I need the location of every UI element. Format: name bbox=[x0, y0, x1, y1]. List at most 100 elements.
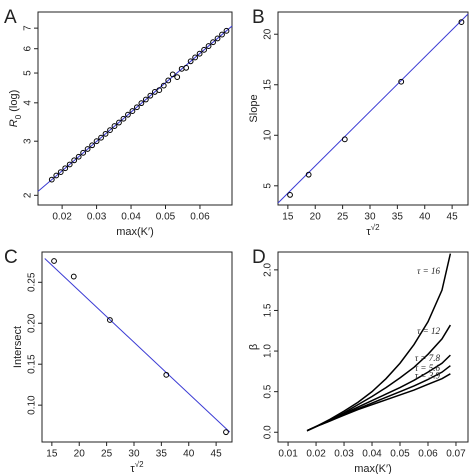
x-axis-label-part: max(K′) bbox=[354, 463, 392, 474]
data-point bbox=[120, 115, 127, 122]
y-tick-label: 6 bbox=[23, 45, 34, 51]
y-tick-label: 0.25 bbox=[27, 272, 38, 292]
data-point bbox=[51, 258, 57, 264]
y-tick-label: 15 bbox=[263, 79, 274, 91]
plot-frame bbox=[277, 11, 469, 206]
data-point bbox=[205, 43, 212, 49]
data-point bbox=[80, 149, 87, 156]
data-point bbox=[214, 35, 221, 42]
x-tick-label: 25 bbox=[101, 449, 113, 460]
x-tick-label: 0.02 bbox=[306, 449, 326, 460]
plot-frame bbox=[277, 251, 469, 443]
panel-label: A bbox=[4, 7, 17, 28]
x-tick-label: 0.06 bbox=[418, 449, 438, 460]
data-point bbox=[62, 165, 69, 172]
y-tick-label: 0.5 bbox=[263, 384, 274, 398]
x-tick-label: 0.05 bbox=[390, 449, 410, 460]
x-tick-label: 20 bbox=[310, 212, 322, 223]
data-point bbox=[89, 142, 95, 149]
y-tick-label: 7 bbox=[23, 25, 34, 31]
y-tick-label: 0.15 bbox=[27, 354, 38, 374]
x-tick-label: 45 bbox=[211, 449, 223, 460]
x-axis-label-part: max(K′) bbox=[116, 226, 154, 238]
panel-label: C bbox=[4, 247, 18, 268]
data-point bbox=[107, 127, 113, 134]
x-tick-label: 0.03 bbox=[87, 212, 107, 223]
y-tick-label: 4 bbox=[23, 100, 34, 106]
y-axis-label: Slope bbox=[248, 94, 260, 122]
data-point bbox=[66, 161, 73, 168]
x-tick-label: 15 bbox=[46, 449, 58, 460]
data-point bbox=[183, 64, 190, 71]
data-point bbox=[84, 146, 91, 152]
y-axis-label-part: R bbox=[8, 119, 20, 127]
curve-label: τ = 16 bbox=[417, 266, 440, 276]
data-point bbox=[174, 74, 181, 81]
data-point bbox=[223, 429, 229, 436]
data-point bbox=[192, 54, 199, 61]
curve-label: τ = 7.8 bbox=[415, 353, 441, 363]
fit-line bbox=[44, 258, 231, 433]
data-point bbox=[129, 108, 136, 114]
x-tick-label: 20 bbox=[74, 449, 86, 460]
x-axis-label-part: √2 bbox=[135, 460, 144, 469]
y-tick-label: 0.20 bbox=[27, 313, 38, 333]
x-tick-label: 0.05 bbox=[156, 212, 176, 223]
data-point bbox=[219, 31, 225, 38]
data-point bbox=[57, 169, 64, 176]
x-axis-label: τ√2 bbox=[130, 460, 144, 474]
y-tick-label: 0.10 bbox=[27, 395, 38, 415]
x-tick-label: 15 bbox=[282, 212, 294, 223]
y-tick-label: 3 bbox=[23, 138, 34, 144]
x-tick-label: 25 bbox=[337, 212, 349, 223]
curve bbox=[306, 373, 451, 432]
y-tick-label: 20 bbox=[263, 28, 274, 40]
data-point bbox=[210, 39, 216, 46]
data-point bbox=[106, 317, 113, 323]
data-point bbox=[287, 191, 293, 198]
data-point bbox=[165, 77, 172, 84]
data-point bbox=[138, 100, 145, 107]
data-point bbox=[70, 273, 77, 280]
x-axis-label-part: √2 bbox=[371, 223, 380, 232]
data-point bbox=[187, 58, 194, 65]
x-tick-label: 30 bbox=[364, 212, 376, 223]
x-tick-label: 40 bbox=[419, 212, 431, 223]
data-point bbox=[142, 96, 149, 103]
y-axis-label-part: 0 bbox=[14, 114, 23, 119]
data-point bbox=[53, 172, 60, 179]
y-tick-label: 5 bbox=[23, 70, 34, 76]
y-tick-label: 5 bbox=[263, 183, 274, 189]
y-tick-label: 0.0 bbox=[263, 425, 274, 439]
x-tick-label: 40 bbox=[183, 449, 195, 460]
data-point bbox=[398, 78, 405, 85]
x-axis-label-part: τ bbox=[130, 463, 135, 474]
data-point bbox=[111, 123, 118, 129]
data-point bbox=[305, 171, 312, 178]
y-tick-label: 10 bbox=[263, 129, 274, 141]
panel-label: B bbox=[252, 7, 265, 28]
x-tick-label: 45 bbox=[447, 212, 459, 223]
plot-frame bbox=[37, 11, 233, 206]
data-point bbox=[201, 46, 207, 53]
data-point bbox=[196, 50, 203, 57]
y-axis-label: Intersect bbox=[12, 326, 24, 368]
x-tick-label: 0.04 bbox=[362, 449, 382, 460]
y-axis-label-part: (log) bbox=[8, 90, 20, 115]
y-tick-label: 2 bbox=[23, 192, 34, 198]
x-axis-label: τ√2 bbox=[366, 223, 380, 238]
x-tick-label: 35 bbox=[156, 449, 168, 460]
y-tick-label: 1.0 bbox=[263, 344, 274, 358]
data-point bbox=[223, 27, 230, 34]
y-axis-label: β bbox=[248, 344, 260, 350]
y-axis-label-part: Intersect bbox=[12, 326, 24, 368]
data-point bbox=[75, 153, 82, 160]
data-point bbox=[341, 136, 348, 143]
data-point bbox=[156, 87, 163, 93]
data-point bbox=[48, 176, 55, 183]
x-tick-label: 0.03 bbox=[334, 449, 354, 460]
plot-frame bbox=[41, 251, 233, 443]
y-axis-label-part: β bbox=[248, 344, 260, 350]
data-point bbox=[71, 157, 78, 164]
